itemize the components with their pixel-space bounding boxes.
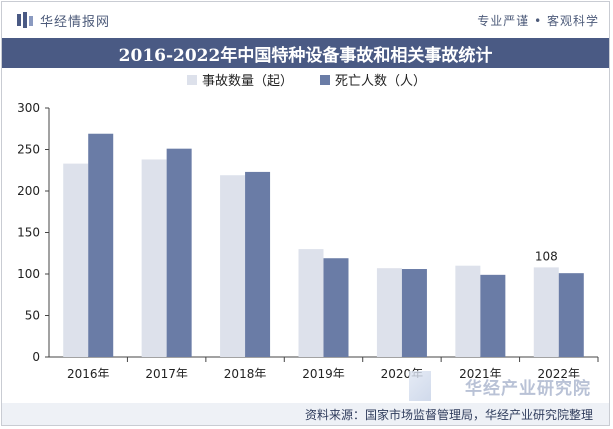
bar-deaths bbox=[480, 274, 506, 357]
footer: 资料来源：国家市场监督管理局，华经产业研究院整理 bbox=[2, 403, 609, 425]
legend-swatch bbox=[187, 75, 197, 85]
bar-accidents bbox=[141, 159, 167, 357]
y-tick-label: 200 bbox=[17, 184, 40, 198]
bar-accidents bbox=[455, 265, 481, 357]
source-note: 资料来源：国家市场监督管理局，华经产业研究院整理 bbox=[304, 407, 593, 422]
x-tick-label: 2021年 bbox=[459, 367, 502, 378]
watermark-logo-icon bbox=[409, 371, 431, 401]
title-bar: 2016-2022年中国特种设备事故和相关事故统计 bbox=[2, 38, 609, 68]
y-tick-label: 100 bbox=[17, 267, 40, 281]
y-tick-label: 250 bbox=[17, 143, 40, 157]
bar-accidents bbox=[298, 249, 324, 357]
top-bar: 华经情报网 专业严谨 • 客观科学 bbox=[2, 2, 609, 38]
bar-deaths bbox=[245, 171, 271, 357]
chart-title: 2016-2022年中国特种设备事故和相关事故统计 bbox=[118, 45, 493, 66]
x-tick-label: 2020年 bbox=[381, 367, 424, 378]
x-tick-label: 2022年 bbox=[538, 367, 581, 378]
bar-deaths bbox=[558, 273, 584, 357]
bar-deaths bbox=[166, 148, 192, 357]
y-tick-label: 150 bbox=[17, 226, 40, 240]
bar-deaths bbox=[88, 133, 114, 357]
bar-accidents bbox=[376, 268, 402, 357]
x-tick-label: 2018年 bbox=[224, 367, 267, 378]
x-tick-label: 2019年 bbox=[302, 367, 345, 378]
brand-logo-icon bbox=[17, 12, 33, 28]
legend-label: 死亡人数（人） bbox=[335, 74, 426, 89]
legend-swatch bbox=[320, 75, 330, 85]
bar-chart: 0 50 100 150 200 250 300 2016年 2017年 2018年 2019年 20… bbox=[17, 74, 599, 378]
bar-deaths bbox=[323, 258, 349, 357]
bar-accidents bbox=[220, 175, 246, 357]
y-tick-label: 0 bbox=[32, 350, 40, 364]
y-tick-label: 300 bbox=[17, 101, 40, 115]
brand-name: 华经情报网 bbox=[40, 14, 111, 30]
bar-deaths bbox=[401, 269, 427, 357]
watermark: 华经产业研究院 bbox=[465, 379, 591, 399]
y-tick-label: 50 bbox=[25, 309, 40, 323]
legend-label: 事故数量（起） bbox=[202, 74, 293, 89]
x-tick-label: 2017年 bbox=[145, 367, 188, 378]
data-label: 108 bbox=[535, 249, 558, 263]
bar-accidents bbox=[63, 163, 89, 357]
slogan: 专业严谨 • 客观科学 bbox=[477, 13, 599, 28]
brand: 华经情报网 bbox=[16, 11, 110, 30]
bar-accidents bbox=[533, 267, 559, 357]
x-tick-label: 2016年 bbox=[67, 367, 110, 378]
